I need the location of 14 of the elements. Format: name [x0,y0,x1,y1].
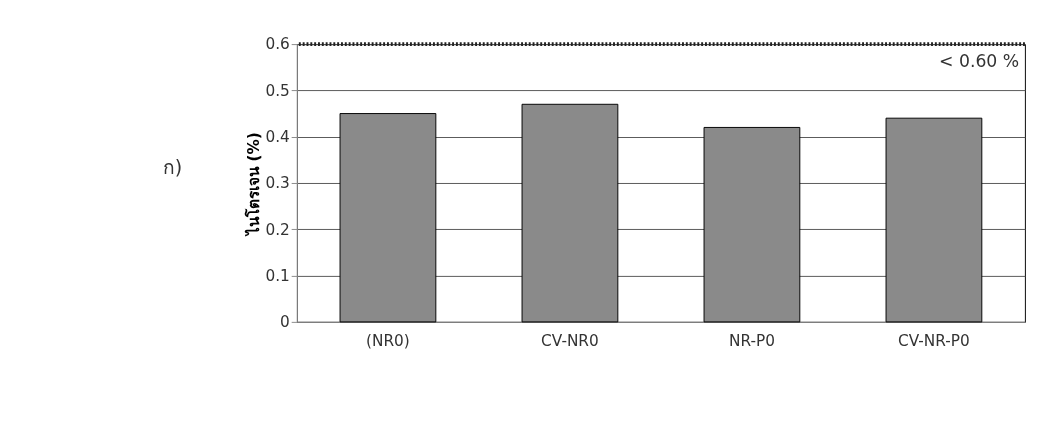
y-tick-label: 0.3 [265,174,290,193]
y-tick-label: 0.5 [265,81,290,100]
y-tick-label: 0.4 [265,127,290,146]
ref-line-label: < 0.60 % [939,51,1020,72]
y-tick-label: 0 [280,313,290,332]
x-tick-label: CV-NR-P0 [898,332,970,351]
y-tick-label: 0.6 [265,35,290,54]
x-tick-label: CV-NR0 [541,332,599,351]
y-tick-label: 0.1 [265,266,290,285]
y-tick-label: 0.2 [265,220,290,239]
y-axis-title: ไนโตรเจน (%) [243,132,263,237]
x-tick-label: (NR0) [366,332,410,351]
x-tick-label: NR-P0 [728,332,775,351]
text: ก) [162,156,183,180]
